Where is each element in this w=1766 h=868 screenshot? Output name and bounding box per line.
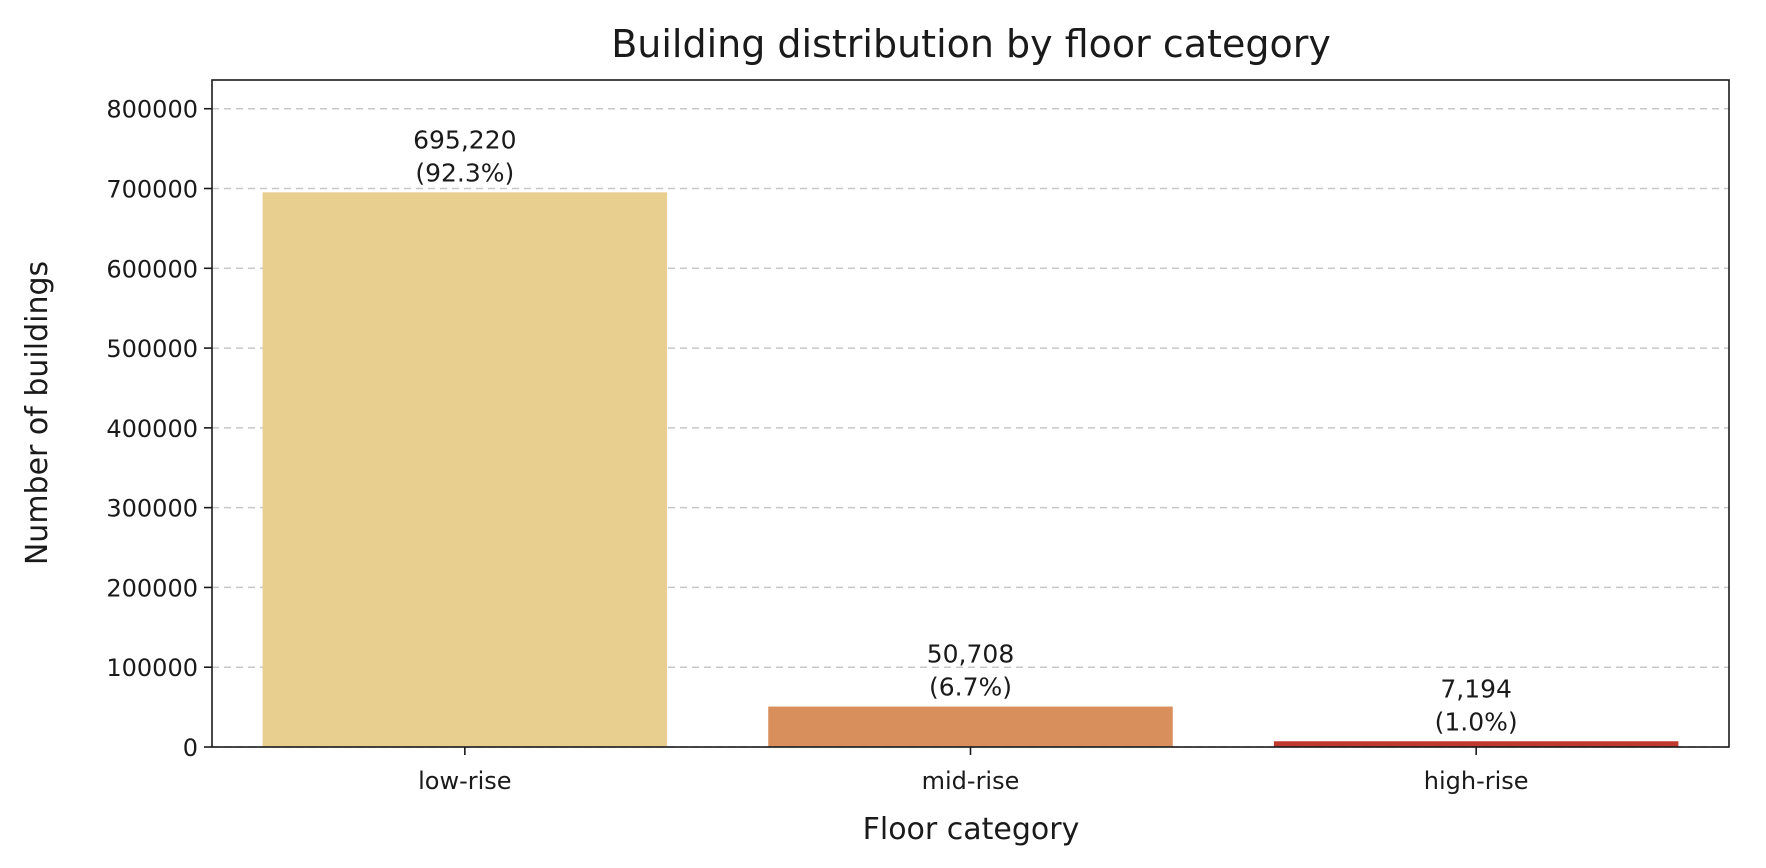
y-tick-label: 100000: [106, 654, 198, 682]
y-tick-label: 300000: [106, 495, 198, 523]
y-tick-label: 400000: [106, 415, 198, 443]
y-tick-label: 0: [183, 734, 198, 762]
x-tick-label: mid-rise: [922, 767, 1020, 795]
bar-high-rise: [1273, 741, 1679, 747]
bars: [262, 192, 1679, 747]
y-axis-ticks: 0 100000 200000 300000 400000 500000 600000 700…: [106, 96, 212, 762]
y-tick-label: 200000: [106, 574, 198, 602]
y-tick-label: 800000: [106, 96, 198, 124]
value-label: 7,194: [1440, 674, 1512, 703]
bar-mid-rise: [768, 706, 1173, 747]
bar-low-rise: [262, 192, 668, 747]
x-tick-label: high-rise: [1424, 767, 1529, 795]
y-tick-label: 700000: [106, 176, 198, 204]
data-labels: 695,220 (92.3%) 50,708 (6.7%) 7,194 (1.0%): [413, 125, 1518, 736]
y-tick-label: 500000: [106, 335, 198, 363]
x-axis-ticks: low-rise mid-rise high-rise: [418, 747, 1529, 795]
percent-label: (1.0%): [1435, 707, 1518, 736]
y-tick-label: 600000: [106, 255, 198, 283]
value-label: 695,220: [413, 125, 516, 154]
percent-label: (6.7%): [929, 673, 1012, 702]
percent-label: (92.3%): [415, 158, 514, 187]
value-label: 50,708: [927, 640, 1014, 669]
chart-title: Building distribution by floor category: [611, 22, 1331, 66]
x-axis-label: Floor category: [863, 812, 1080, 847]
x-tick-label: low-rise: [418, 767, 511, 795]
y-axis-label: Number of buildings: [20, 261, 55, 565]
